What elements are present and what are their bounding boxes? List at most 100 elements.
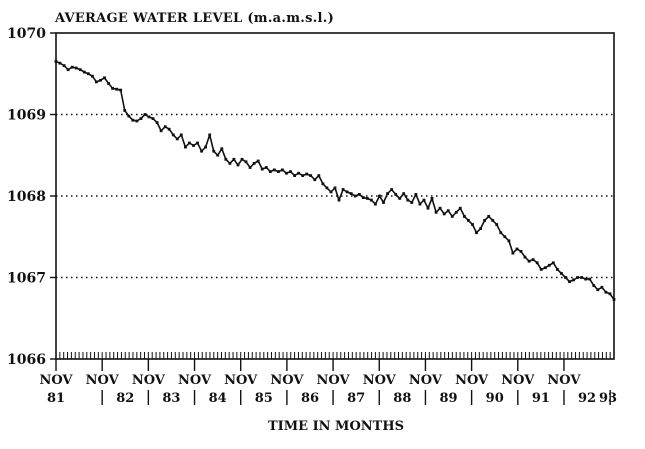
data-point bbox=[535, 261, 539, 265]
data-point bbox=[406, 198, 410, 202]
y-tick-label: 1068 bbox=[7, 189, 46, 205]
data-point bbox=[147, 115, 151, 119]
data-point bbox=[123, 109, 127, 112]
x-tick-label-month: NOV bbox=[547, 373, 581, 388]
data-point bbox=[560, 272, 563, 275]
data-point bbox=[475, 231, 478, 235]
data-point bbox=[103, 76, 106, 80]
data-point bbox=[119, 88, 123, 92]
data-point bbox=[450, 215, 454, 218]
chart-title: AVERAGE WATER LEVEL (m.a.m.s.l.) bbox=[54, 11, 334, 26]
data-point bbox=[503, 235, 507, 239]
data-point bbox=[224, 157, 228, 161]
data-point bbox=[592, 284, 596, 287]
x-tick-label-month: NOV bbox=[178, 373, 212, 388]
data-point bbox=[184, 145, 187, 149]
x-tick-label-year: 87 bbox=[347, 391, 365, 406]
data-point bbox=[576, 276, 579, 279]
data-point bbox=[519, 250, 523, 253]
data-point bbox=[402, 192, 406, 195]
data-point bbox=[297, 171, 300, 175]
data-point bbox=[248, 166, 252, 169]
data-point bbox=[285, 171, 288, 175]
data-point bbox=[115, 87, 119, 91]
data-point bbox=[264, 166, 268, 169]
data-point bbox=[600, 285, 604, 289]
data-point bbox=[588, 277, 592, 281]
data-point bbox=[596, 288, 600, 292]
data-point bbox=[357, 193, 361, 196]
data-point bbox=[341, 188, 345, 191]
data-point bbox=[305, 172, 309, 176]
data-point bbox=[131, 118, 135, 122]
data-point bbox=[325, 186, 329, 190]
data-point bbox=[301, 174, 305, 177]
data-point bbox=[91, 74, 94, 78]
data-point bbox=[556, 268, 559, 271]
data-point bbox=[398, 197, 402, 200]
data-point bbox=[277, 170, 280, 173]
data-point bbox=[539, 268, 543, 271]
x-tick-label-month: NOV bbox=[409, 373, 443, 388]
data-point bbox=[66, 68, 70, 72]
data-point bbox=[349, 192, 353, 195]
data-point bbox=[200, 149, 203, 153]
data-point bbox=[179, 133, 183, 137]
y-tick-label: 1070 bbox=[7, 26, 46, 42]
data-point bbox=[374, 202, 377, 206]
x-axis: NOV NOV NOV NOV NOV NOV NOV NOV NOV NOV NOV NOV 81 82… bbox=[39, 352, 617, 406]
data-point bbox=[58, 61, 62, 65]
data-point bbox=[434, 210, 438, 214]
x-tick-label-month: NOV bbox=[317, 373, 351, 388]
data-point bbox=[584, 277, 588, 281]
x-tick-label-month: NOV bbox=[86, 373, 120, 388]
data-point bbox=[333, 186, 337, 190]
data-point bbox=[99, 78, 102, 82]
data-point bbox=[70, 65, 74, 69]
x-tick-label-year: 84 bbox=[209, 391, 227, 406]
data-point bbox=[220, 147, 224, 151]
x-tick-label-month: NOV bbox=[39, 373, 73, 388]
y-tick-label: 1069 bbox=[7, 108, 46, 124]
data-point bbox=[390, 188, 393, 191]
x-tick-label-year: 85 bbox=[255, 391, 273, 406]
data-point bbox=[317, 174, 321, 177]
x-tick-label-month: NOV bbox=[363, 373, 397, 388]
data-point bbox=[127, 114, 131, 118]
data-point bbox=[463, 215, 466, 218]
series-layer bbox=[54, 60, 616, 301]
data-point bbox=[551, 261, 555, 265]
data-point bbox=[232, 157, 236, 161]
data-point bbox=[345, 190, 349, 194]
data-point bbox=[580, 276, 584, 279]
x-tick-label-month: NOV bbox=[132, 373, 166, 388]
data-point bbox=[454, 210, 458, 214]
data-point bbox=[515, 247, 519, 251]
data-point bbox=[564, 276, 567, 279]
data-point bbox=[523, 255, 527, 259]
data-point bbox=[293, 174, 296, 177]
gridlines bbox=[56, 113, 614, 279]
data-point bbox=[361, 196, 365, 199]
data-point bbox=[612, 298, 616, 301]
data-point bbox=[107, 82, 110, 85]
data-point bbox=[572, 278, 575, 282]
x-tick-label-year: 88 bbox=[393, 391, 411, 406]
data-point bbox=[365, 197, 369, 200]
data-point bbox=[430, 197, 434, 200]
series-line bbox=[55, 60, 615, 300]
data-point bbox=[151, 117, 155, 120]
data-point bbox=[426, 206, 430, 210]
data-point bbox=[167, 127, 171, 131]
data-point bbox=[543, 266, 547, 270]
data-point bbox=[163, 125, 167, 129]
data-point bbox=[86, 72, 90, 76]
data-point bbox=[171, 133, 175, 137]
x-tick-label-year: 82 bbox=[116, 391, 134, 406]
data-point bbox=[458, 206, 462, 210]
data-point bbox=[240, 157, 244, 161]
x-tick-label-year: 90 bbox=[486, 391, 504, 406]
data-point bbox=[204, 145, 207, 149]
x-tick-label-month: NOV bbox=[224, 373, 258, 388]
